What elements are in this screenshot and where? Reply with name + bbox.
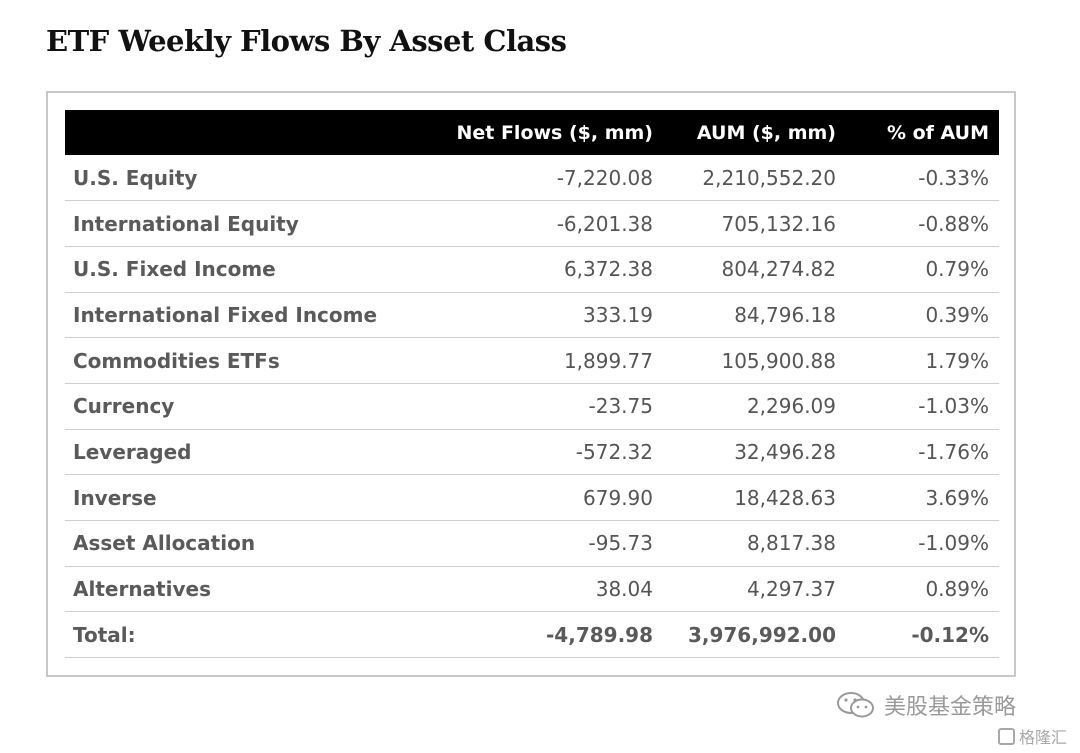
aum-cell: 105,900.88 bbox=[721, 348, 836, 373]
row-label: Alternatives bbox=[73, 577, 211, 602]
gelonghui-logo-icon bbox=[998, 727, 1015, 745]
watermark-sub: 格隆汇 bbox=[998, 724, 1067, 748]
aum-cell: 8,817.38 bbox=[746, 531, 836, 556]
aum-cell: 3,976,992.00 bbox=[687, 622, 836, 647]
pct-aum-cell: -1.09% bbox=[918, 531, 989, 556]
table-row: International Fixed Income 333.19 84,796.1… bbox=[65, 292, 999, 338]
row-label: Leveraged bbox=[73, 439, 192, 464]
aum-cell: 2,296.09 bbox=[746, 394, 836, 419]
row-label: Total: bbox=[73, 622, 136, 647]
page-title: ETF Weekly Flows By Asset Class bbox=[46, 24, 567, 58]
pct-aum-cell: 3.69% bbox=[925, 485, 989, 510]
aum-cell: 705,132.16 bbox=[721, 211, 836, 236]
net-flows-cell: -572.32 bbox=[575, 439, 653, 464]
table-row: Currency -23.75 2,296.09 -1.03% bbox=[65, 383, 999, 430]
watermark-text: 美股基金策略 bbox=[884, 695, 1017, 720]
aum-cell: 84,796.18 bbox=[734, 302, 836, 327]
pct-aum-cell: 1.79% bbox=[925, 348, 989, 373]
table-row: Alternatives 38.04 4,297.37 0.89% bbox=[65, 566, 999, 612]
aum-cell: 32,496.28 bbox=[734, 439, 836, 464]
column-header-aum: AUM ($, mm) bbox=[696, 121, 836, 144]
pct-aum-cell: -0.33% bbox=[918, 165, 989, 190]
row-label: International Equity bbox=[73, 211, 299, 236]
pct-aum-cell: 0.39% bbox=[925, 302, 989, 327]
etf-flows-table: Net Flows ($, mm) AUM ($, mm) % of AUM U… bbox=[65, 110, 999, 658]
aum-cell: 4,297.37 bbox=[746, 577, 836, 602]
pct-aum-cell: -1.03% bbox=[918, 394, 989, 419]
pct-aum-cell: -0.12% bbox=[911, 622, 989, 647]
net-flows-cell: -23.75 bbox=[588, 394, 653, 419]
total-row: Total: -4,789.98 3,976,992.00 -0.12% bbox=[65, 612, 999, 658]
row-label: U.S. Fixed Income bbox=[73, 257, 276, 282]
net-flows-cell: 679.90 bbox=[583, 485, 653, 510]
table-frame bbox=[46, 91, 1016, 677]
net-flows-cell: -7,220.08 bbox=[556, 165, 653, 190]
net-flows-cell: -4,789.98 bbox=[546, 622, 653, 647]
net-flows-cell: 6,372.38 bbox=[563, 257, 653, 282]
net-flows-cell: -95.73 bbox=[588, 531, 653, 556]
pct-aum-cell: -1.76% bbox=[918, 439, 989, 464]
table-row: Leveraged -572.32 32,496.28 -1.76% bbox=[65, 429, 999, 475]
table-row: Commodities ETFs 1,899.77 105,900.88 1.79% bbox=[65, 338, 999, 384]
net-flows-cell: -6,201.38 bbox=[556, 211, 653, 236]
aum-cell: 804,274.82 bbox=[721, 257, 836, 282]
net-flows-cell: 333.19 bbox=[583, 302, 653, 327]
table-row: Asset Allocation -95.73 8,817.38 -1.09% bbox=[65, 521, 999, 567]
aum-cell: 2,210,552.20 bbox=[702, 165, 836, 190]
pct-aum-cell: -0.88% bbox=[918, 211, 989, 236]
watermark-sub-text: 格隆汇 bbox=[1019, 728, 1068, 747]
column-header-pct-aum: % of AUM bbox=[886, 121, 989, 144]
table-header-row: Net Flows ($, mm) AUM ($, mm) % of AUM bbox=[65, 110, 999, 155]
column-header-net-flows: Net Flows ($, mm) bbox=[456, 121, 653, 144]
table-row: International Equity -6,201.38 705,132.16 -… bbox=[65, 201, 999, 247]
table-row: Inverse 679.90 18,428.63 3.69% bbox=[65, 475, 999, 521]
row-label: Asset Allocation bbox=[73, 531, 256, 556]
wechat-icon bbox=[837, 692, 874, 718]
row-label: International Fixed Income bbox=[73, 302, 378, 327]
table-row: U.S. Equity -7,220.08 2,210,552.20 -0.33% bbox=[65, 155, 999, 201]
net-flows-cell: 1,899.77 bbox=[563, 348, 653, 373]
net-flows-cell: 38.04 bbox=[595, 577, 653, 602]
row-label: Currency bbox=[73, 394, 175, 419]
row-label: Inverse bbox=[73, 485, 157, 510]
row-label: Commodities ETFs bbox=[73, 348, 280, 373]
table-body: U.S. Equity -7,220.08 2,210,552.20 -0.33% In… bbox=[65, 155, 999, 658]
row-label: U.S. Equity bbox=[73, 165, 198, 190]
pct-aum-cell: 0.79% bbox=[925, 257, 989, 282]
pct-aum-cell: 0.89% bbox=[925, 577, 989, 602]
aum-cell: 18,428.63 bbox=[734, 485, 836, 510]
table-row: U.S. Fixed Income 6,372.38 804,274.82 0.79% bbox=[65, 246, 999, 293]
column-header-asset-class bbox=[65, 110, 413, 155]
watermark: 美股基金策略 bbox=[836, 688, 1016, 722]
